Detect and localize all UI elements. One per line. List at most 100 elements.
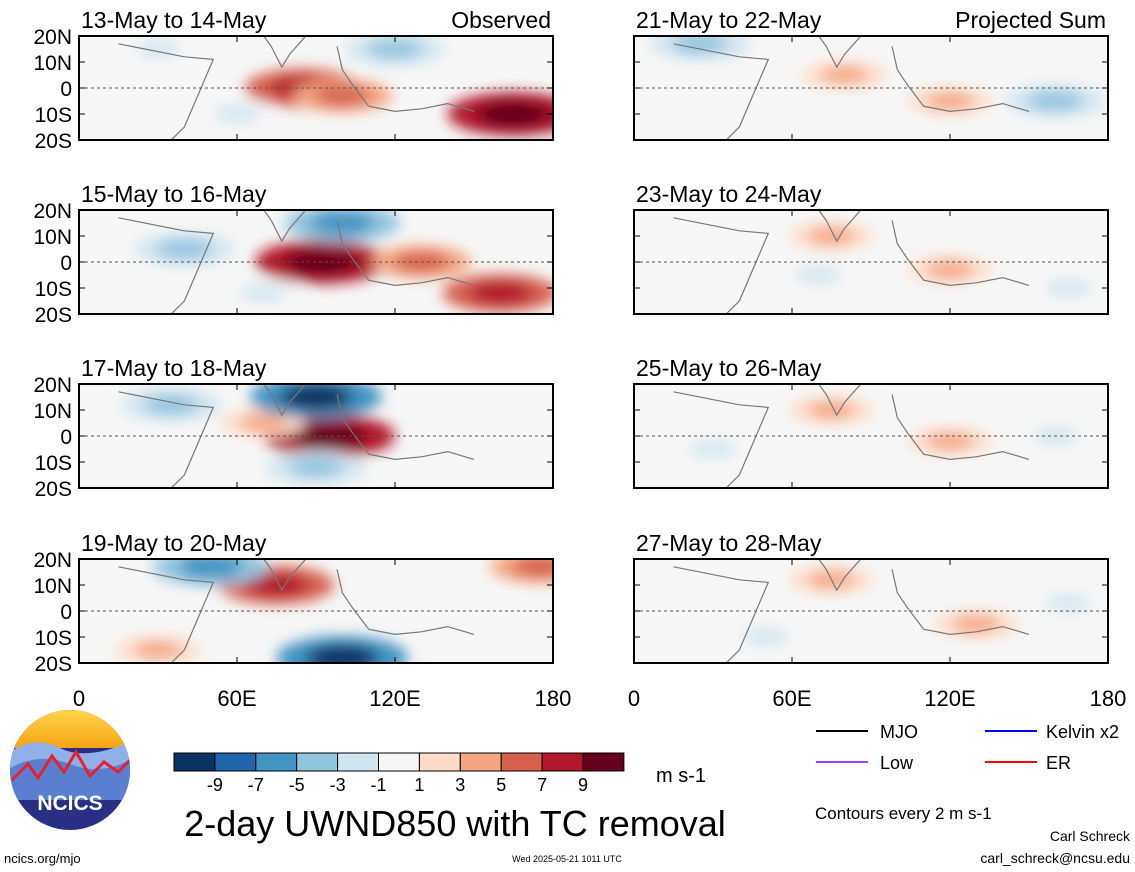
anomaly-core	[156, 239, 212, 259]
y-tick-label: 10S	[35, 278, 72, 301]
panel-date-label: 19-May to 20-May	[81, 530, 267, 556]
coastline-india	[262, 559, 307, 592]
anomaly-core	[512, 559, 553, 577]
anomaly-core	[821, 66, 868, 84]
y-tick-label: 20S	[35, 304, 72, 327]
x-tick-label: 0	[73, 686, 85, 711]
anomaly-core	[292, 422, 366, 450]
x-tick-label: 120E	[924, 686, 975, 711]
anomaly-core	[477, 100, 550, 128]
x-tick-label: 180	[1090, 686, 1127, 711]
colorbar-tick-label: 3	[455, 775, 465, 795]
colorbar-swatch	[378, 752, 420, 772]
coastline-africa	[673, 566, 770, 663]
colorbar-tick-label: -7	[248, 775, 264, 795]
colorbar-swatch	[418, 752, 461, 772]
y-tick-label: 20N	[33, 26, 72, 49]
panel-date-label: 27-May to 28-May	[636, 530, 822, 556]
map-panels: 13-May to 14-May Observed20N10N010S20S15-…	[33, 7, 1109, 676]
anomaly-core	[795, 266, 842, 284]
website-link[interactable]: ncics.org/mjo	[4, 851, 81, 866]
coastline-india	[262, 210, 307, 243]
anomaly-core	[213, 105, 261, 123]
anomaly-core	[178, 559, 243, 579]
anomaly-core	[314, 85, 370, 106]
anomaly-core	[953, 615, 1000, 633]
y-tick-label: 10N	[33, 226, 72, 249]
coastline-india	[817, 210, 862, 243]
anomaly-core	[1045, 594, 1092, 612]
coastline-africa	[118, 217, 215, 314]
coastline-maritime-continent	[336, 394, 475, 461]
colorbar-tick-label: 1	[414, 775, 424, 795]
anomaly-core	[367, 39, 423, 59]
coastline-india	[262, 384, 307, 417]
colorbar-tick-label: 5	[496, 775, 506, 795]
legend-label-er: ER	[1046, 753, 1071, 773]
colorbar-tick-label: -1	[370, 775, 386, 795]
map-panel: 23-May to 24-May	[633, 181, 1109, 315]
legend-label-low: Low	[880, 753, 914, 773]
anomaly-field	[116, 36, 553, 136]
y-tick-label: 10S	[35, 452, 72, 475]
panel-date-label: 23-May to 24-May	[636, 181, 822, 207]
panel-date-label: 21-May to 22-May	[636, 7, 822, 33]
contour-note: Contours every 2 m s-1	[815, 804, 992, 823]
coastline-africa	[673, 391, 770, 488]
y-tick-label: 0	[60, 426, 72, 449]
map-panel: 21-May to 22-May Projected Sum	[633, 7, 1109, 141]
coastline-india	[262, 36, 307, 69]
y-tick-label: 20N	[33, 374, 72, 397]
colorbar-swatch	[214, 752, 257, 772]
colorbar-tick-label: -9	[207, 775, 223, 795]
colorbar-tick-label: -5	[289, 775, 305, 795]
anomaly-core	[240, 414, 287, 432]
coastline-maritime-continent	[891, 394, 1030, 461]
anomaly-core	[468, 281, 533, 305]
anomaly-field	[671, 396, 1098, 463]
column-header: Projected Sum	[955, 7, 1106, 33]
ncics-logo: NCICS	[10, 710, 130, 830]
author-name: Carl Schreck	[1050, 828, 1131, 844]
map-panel: 19-May to 20-May 20N 10N 0 10S 20S	[33, 530, 554, 676]
x-tick-label: 180	[535, 686, 572, 711]
panel-date-label: 13-May to 14-May	[81, 7, 267, 33]
coastline-india	[817, 36, 862, 69]
logo-sky	[10, 710, 130, 748]
colorbar-swatch	[173, 752, 216, 772]
coastline-maritime-continent	[891, 569, 1030, 636]
anomaly-core	[1027, 91, 1083, 111]
anomaly-core	[134, 40, 182, 58]
colorbar-swatch	[296, 752, 339, 772]
y-tick-label: 20N	[33, 200, 72, 223]
anomaly-field	[116, 559, 553, 663]
coastline-africa	[118, 43, 215, 140]
anomaly-core	[240, 284, 287, 302]
coastline-maritime-continent	[336, 46, 475, 113]
colorbar-swatch	[337, 752, 380, 772]
legend-label-kelvin: Kelvin x2	[1046, 722, 1119, 742]
coastline-maritime-continent	[891, 220, 1030, 287]
logo-text: NCICS	[37, 792, 102, 815]
coastline-africa	[673, 217, 770, 314]
colorbar-swatch	[541, 752, 584, 772]
column-header: Observed	[451, 7, 551, 33]
map-panel: 13-May to 14-May Observed 20N 10N 0 10S 20S	[33, 7, 554, 153]
anomaly-core	[926, 432, 974, 450]
author-email[interactable]: carl_schreck@ncsu.edu	[980, 850, 1130, 866]
panel-date-label: 25-May to 26-May	[636, 355, 822, 381]
anomaly-core	[279, 384, 353, 411]
x-tick-label: 60E	[772, 686, 811, 711]
map-panel: 17-May to 18-May 20N 10N 0 10S 20S	[33, 355, 554, 501]
coastline-africa	[118, 391, 215, 488]
coastline-maritime-continent	[891, 46, 1030, 113]
y-tick-label: 0	[60, 252, 72, 275]
x-tick-label: 0	[628, 686, 640, 711]
legend-label-mjo: MJO	[880, 722, 918, 742]
y-tick-label: 10N	[33, 52, 72, 75]
y-tick-label: 10N	[33, 400, 72, 423]
x-tick-label: 60E	[217, 686, 256, 711]
coastline-india	[817, 384, 862, 417]
anomaly-core	[310, 211, 375, 235]
